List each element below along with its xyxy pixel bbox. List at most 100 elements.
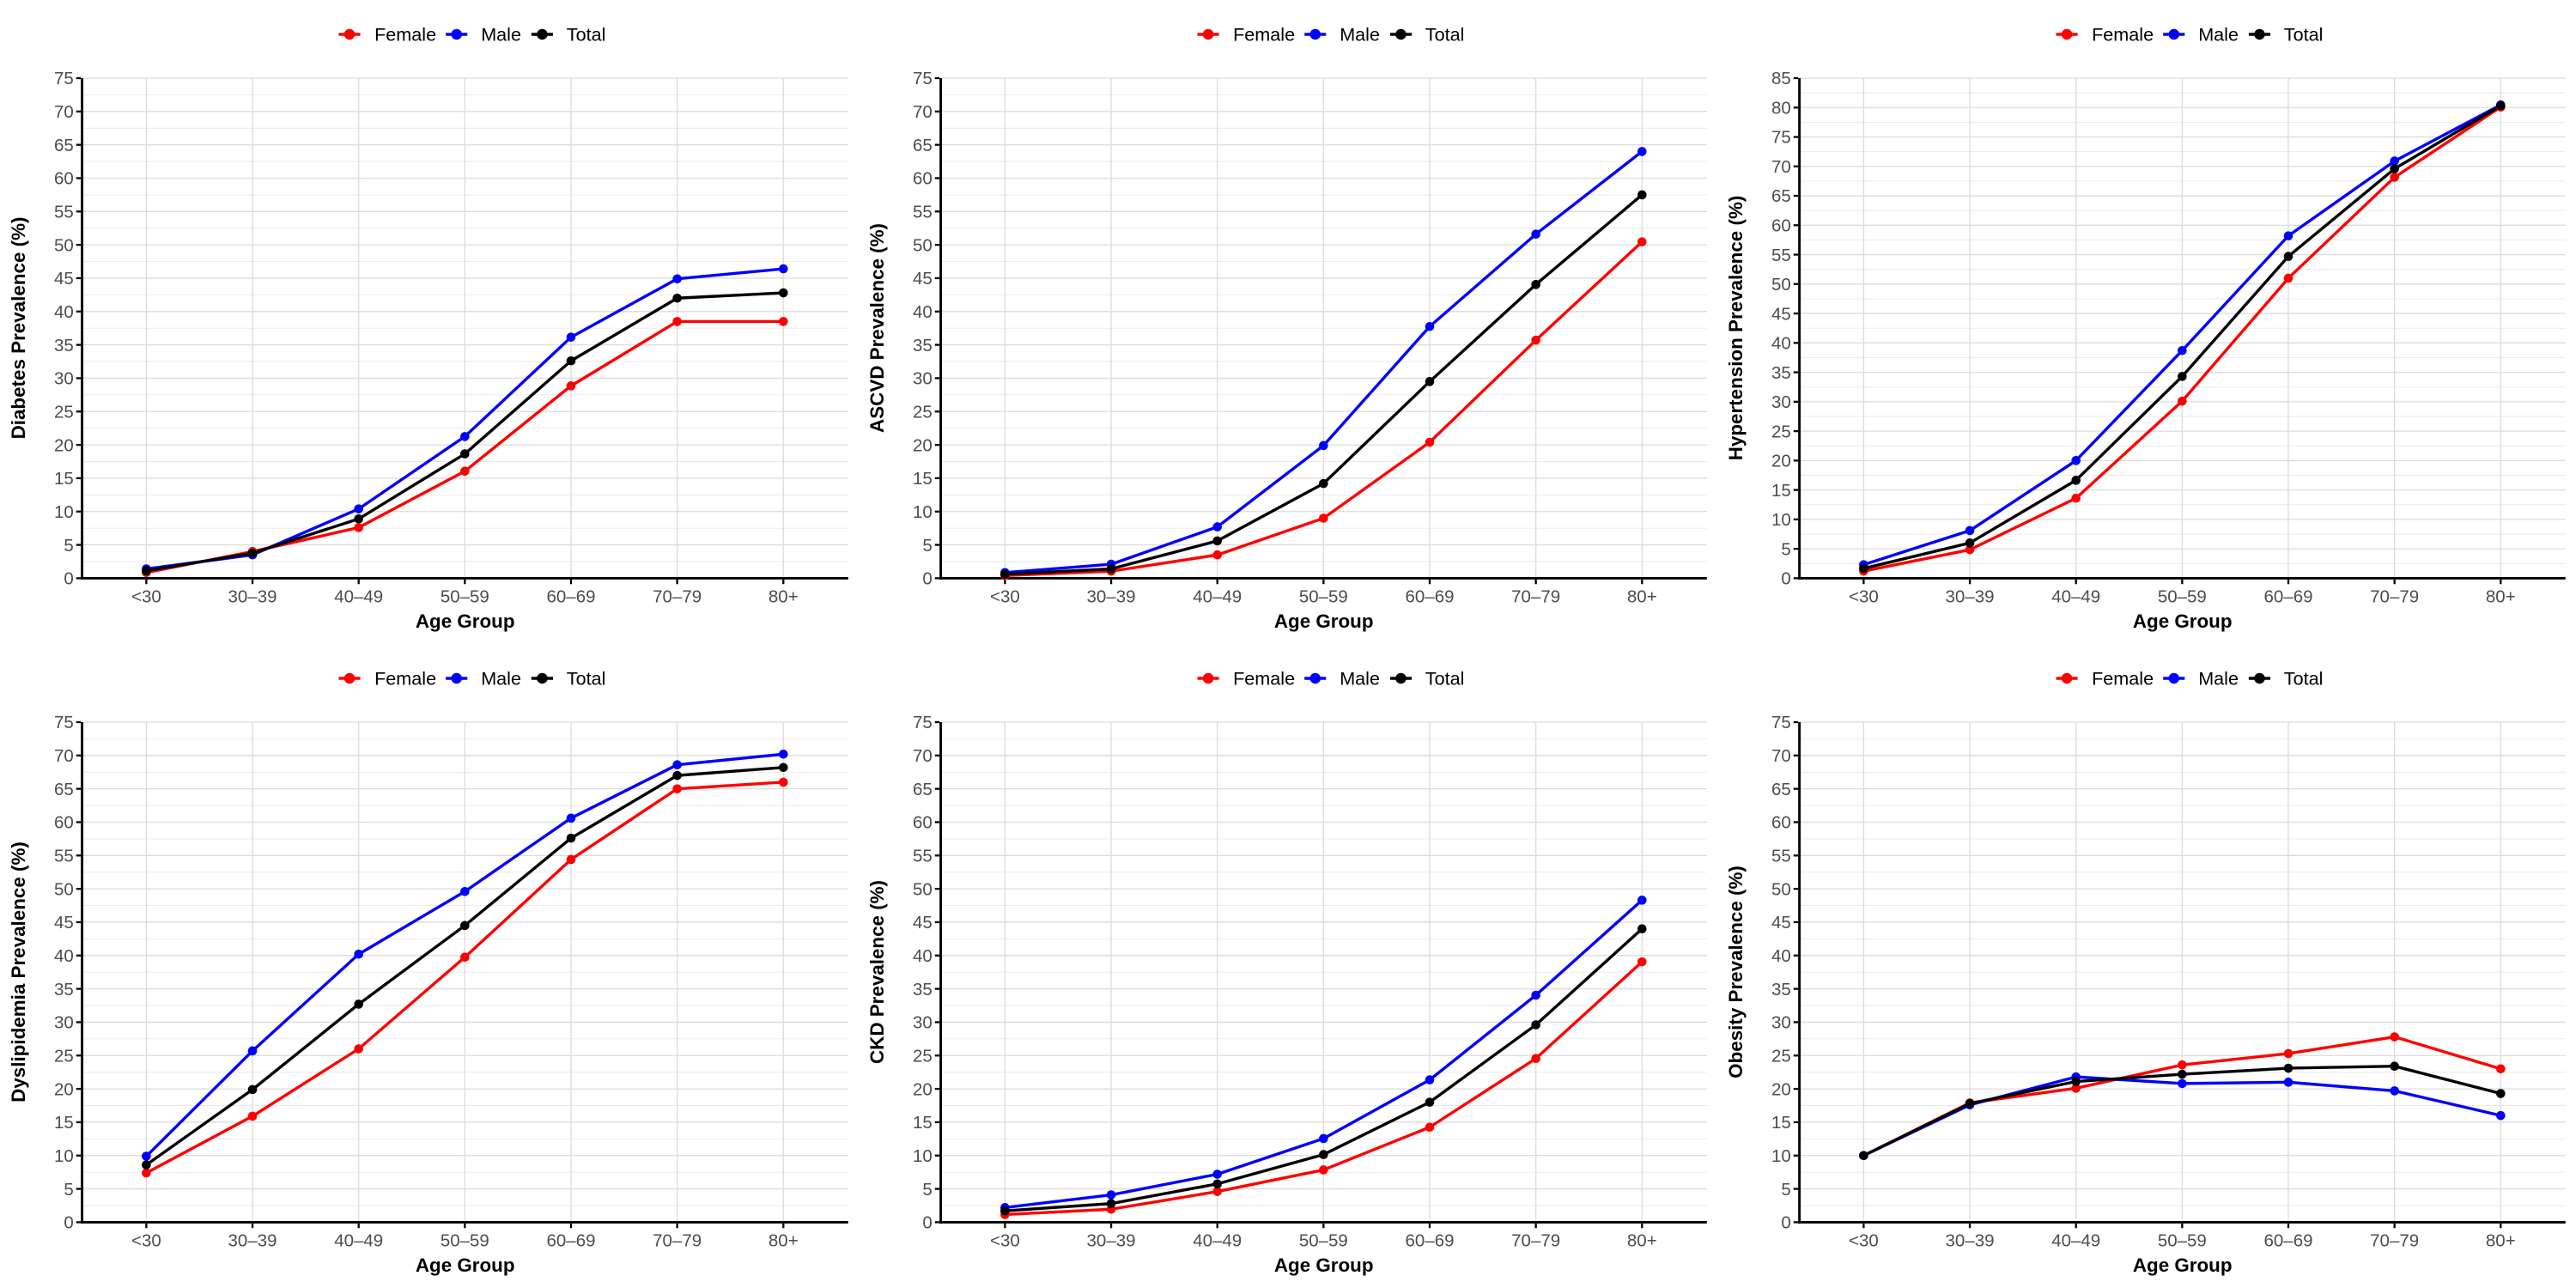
svg-text:15: 15 [1771,481,1791,501]
svg-text:35: 35 [1771,363,1791,383]
svg-text:0: 0 [1781,1213,1790,1233]
svg-text:15: 15 [913,1113,933,1133]
svg-text:65: 65 [913,780,933,799]
svg-text:Male: Male [2198,24,2239,46]
svg-text:25: 25 [913,1046,933,1066]
svg-text:30: 30 [54,369,74,389]
svg-text:Total: Total [1425,24,1465,46]
svg-text:85: 85 [1771,69,1791,88]
svg-text:Total: Total [567,668,606,690]
svg-text:5: 5 [922,536,932,556]
svg-text:Dyslipidemia Prevalence (%): Dyslipidemia Prevalence (%) [8,841,29,1103]
svg-text:70–79: 70–79 [653,1230,702,1250]
svg-text:30: 30 [913,369,933,389]
svg-text:70: 70 [54,746,74,766]
svg-text:15: 15 [54,469,74,489]
svg-text:50–59: 50–59 [2158,1230,2207,1250]
svg-text:Female: Female [2092,24,2154,46]
svg-text:50–59: 50–59 [2158,586,2207,606]
svg-text:80: 80 [1771,98,1791,118]
svg-text:65: 65 [54,136,74,155]
svg-text:CKD Prevalence (%): CKD Prevalence (%) [866,880,888,1064]
svg-text:Female: Female [2092,668,2154,690]
svg-text:Obesity Prevalence (%): Obesity Prevalence (%) [1725,866,1747,1078]
svg-text:30–39: 30–39 [1946,1230,1995,1250]
svg-text:70: 70 [1771,157,1791,177]
svg-text:60–69: 60–69 [1405,1230,1454,1250]
svg-text:0: 0 [64,1213,73,1233]
svg-text:5: 5 [64,536,73,556]
svg-text:25: 25 [1771,422,1791,441]
svg-text:Male: Male [1340,668,1380,690]
svg-text:55: 55 [913,203,933,222]
svg-text:Female: Female [1233,24,1295,46]
svg-text:40: 40 [1771,334,1791,354]
svg-text:0: 0 [922,569,932,589]
svg-text:30: 30 [913,1013,933,1033]
svg-text:60: 60 [913,169,933,189]
svg-text:60: 60 [54,169,74,189]
svg-text:Female: Female [1233,668,1295,690]
svg-text:10: 10 [1771,510,1791,530]
svg-text:70: 70 [1771,746,1791,766]
svg-text:80+: 80+ [2486,1230,2516,1250]
svg-text:40–49: 40–49 [334,1230,383,1250]
svg-text:70: 70 [913,102,933,122]
svg-text:Male: Male [1340,24,1380,46]
svg-text:50: 50 [913,235,933,255]
svg-text:20: 20 [54,1079,74,1099]
svg-text:70: 70 [54,102,74,122]
svg-text:60: 60 [1771,813,1791,833]
svg-text:40: 40 [913,946,933,966]
svg-text:Age Group: Age Group [416,611,515,632]
svg-text:45: 45 [54,913,74,933]
svg-text:40: 40 [54,302,74,322]
svg-text:Male: Male [2198,668,2239,690]
svg-text:70–79: 70–79 [1511,1230,1560,1250]
svg-text:0: 0 [922,1213,932,1233]
svg-text:10: 10 [1771,1146,1791,1166]
svg-text:60–69: 60–69 [1405,586,1454,606]
svg-text:<30: <30 [131,586,161,606]
svg-text:Male: Male [481,24,521,46]
svg-text:<30: <30 [990,586,1020,606]
svg-text:30–39: 30–39 [1087,586,1136,606]
svg-text:35: 35 [1771,980,1791,999]
svg-text:70–79: 70–79 [2370,1230,2419,1250]
svg-text:Diabetes Prevalence (%): Diabetes Prevalence (%) [8,217,29,440]
svg-text:70–79: 70–79 [2370,586,2419,606]
svg-text:<30: <30 [990,1230,1020,1250]
svg-text:40–49: 40–49 [1193,1230,1242,1250]
svg-text:<30: <30 [1849,1230,1879,1250]
svg-text:60–69: 60–69 [2263,586,2312,606]
svg-text:5: 5 [1781,1180,1790,1200]
svg-text:40: 40 [54,946,74,966]
svg-text:Total: Total [567,24,606,46]
svg-text:5: 5 [1781,539,1790,559]
svg-text:55: 55 [54,203,74,222]
svg-text:Age Group: Age Group [416,1255,515,1276]
svg-text:Female: Female [374,668,436,690]
svg-text:75: 75 [1771,713,1791,732]
svg-text:55: 55 [1771,847,1791,866]
svg-text:45: 45 [913,913,933,933]
svg-text:60–69: 60–69 [546,1230,595,1250]
svg-text:50–59: 50–59 [440,586,489,606]
svg-text:<30: <30 [1849,586,1879,606]
svg-text:50: 50 [54,235,74,255]
svg-text:35: 35 [54,980,74,999]
svg-text:80+: 80+ [769,586,799,606]
svg-text:10: 10 [54,1146,74,1166]
svg-text:50: 50 [54,879,74,899]
svg-text:50–59: 50–59 [440,1230,489,1250]
svg-text:50: 50 [1771,879,1791,899]
svg-text:0: 0 [64,569,73,589]
svg-text:10: 10 [913,1146,933,1166]
svg-text:65: 65 [1771,780,1791,799]
svg-text:20: 20 [913,435,933,455]
svg-text:25: 25 [1771,1046,1791,1066]
svg-text:20: 20 [1771,452,1791,471]
svg-text:55: 55 [913,847,933,866]
svg-text:30–39: 30–39 [228,1230,277,1250]
svg-text:80+: 80+ [2486,586,2516,606]
